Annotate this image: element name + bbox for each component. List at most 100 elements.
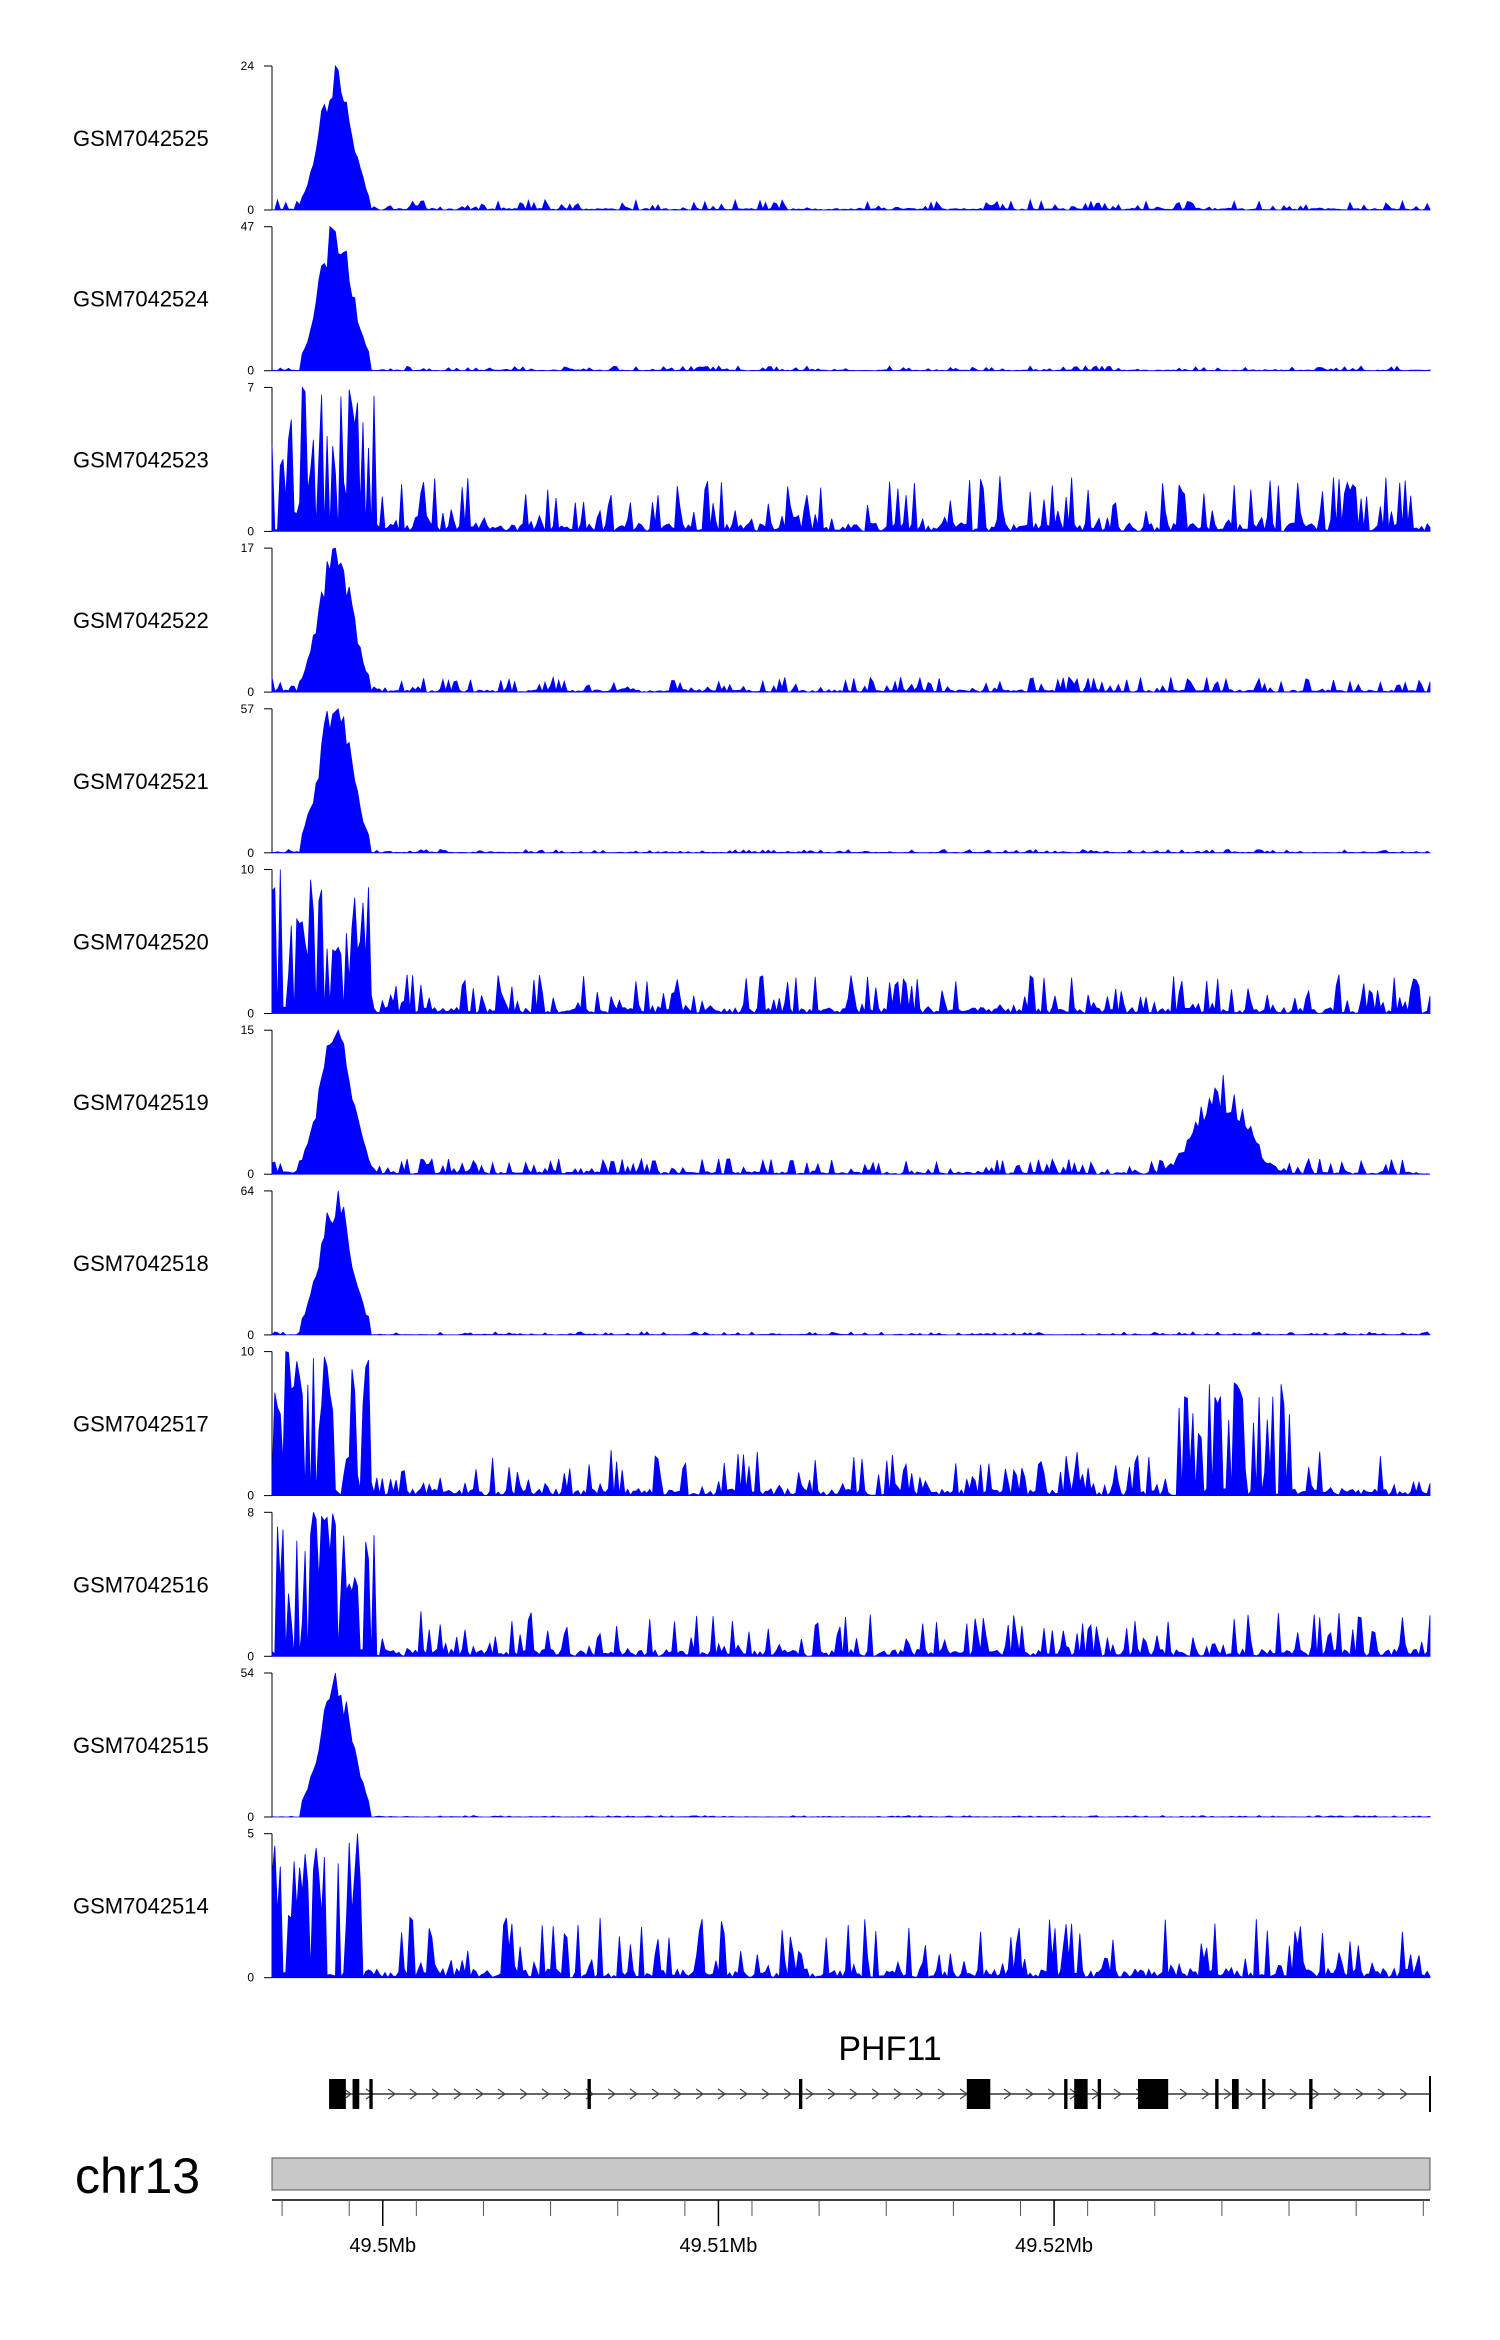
coverage-area (271, 869, 1431, 1015)
y-min-label: 0 (247, 1007, 254, 1021)
track-GSM7042517: GSM7042517 10 0 (73, 1345, 1431, 1503)
y-max-label: 10 (241, 1345, 255, 1359)
strand-arrow (1355, 2088, 1365, 2100)
y-max-label: 57 (241, 702, 255, 716)
x-tick-label: 49.52Mb (1015, 2235, 1093, 2257)
strand-arrow (739, 2088, 749, 2100)
strand-arrow (695, 2088, 705, 2100)
strand-arrow (431, 2088, 441, 2100)
track-label: GSM7042517 (73, 1412, 209, 1437)
strand-arrow (497, 2088, 507, 2100)
chromosome-track: chr13 49.5Mb 49.51Mb 49.52Mb (75, 2148, 1431, 2257)
y-max-label: 24 (241, 59, 255, 73)
y-max-label: 15 (241, 1023, 255, 1037)
track-GSM7042518: GSM7042518 64 0 (73, 1184, 1431, 1342)
exon (1074, 2079, 1088, 2109)
track-GSM7042516: GSM7042516 8 0 (73, 1505, 1431, 1663)
strand-arrow (915, 2088, 925, 2100)
exon (1309, 2079, 1313, 2109)
track-label: GSM7042515 (73, 1733, 209, 1758)
exon (1262, 2079, 1266, 2109)
gene-model-track: PHF11 (329, 2030, 1431, 2112)
track-label: GSM7042520 (73, 930, 209, 955)
strand-arrow (1047, 2088, 1057, 2100)
exon (1215, 2079, 1219, 2109)
chromosome-band (271, 2157, 1431, 2191)
y-min-label: 0 (247, 1328, 254, 1342)
strand-arrow (387, 2088, 397, 2100)
y-min-label: 0 (247, 203, 254, 217)
strand-arrow (343, 2088, 353, 2100)
exon (798, 2079, 803, 2109)
strand-arrow (783, 2088, 793, 2100)
gene-name-label: PHF11 (838, 2030, 941, 2068)
exon (329, 2079, 346, 2109)
strand-arrow (1179, 2088, 1189, 2100)
strand-arrow (541, 2088, 551, 2100)
strand-arrow (1377, 2088, 1387, 2100)
track-label: GSM7042523 (73, 447, 209, 472)
strand-arrow (717, 2088, 727, 2100)
strand-arrow (1025, 2088, 1035, 2100)
strand-arrow (563, 2088, 573, 2100)
y-max-label: 8 (247, 1505, 254, 1519)
coverage-area (271, 1512, 1431, 1658)
track-label: GSM7042521 (73, 769, 209, 794)
coverage-area (271, 1351, 1431, 1497)
track-label: GSM7042525 (73, 126, 209, 151)
track-GSM7042514: GSM7042514 5 0 (73, 1827, 1431, 1985)
y-min-label: 0 (247, 685, 254, 699)
strand-arrow (1267, 2088, 1277, 2100)
strand-arrow (937, 2088, 947, 2100)
y-min-label: 0 (247, 1167, 254, 1181)
strand-arrow (871, 2088, 881, 2100)
strand-arrow (849, 2088, 859, 2100)
track-GSM7042515: GSM7042515 54 0 (73, 1666, 1431, 1824)
track-GSM7042521: GSM7042521 57 0 (73, 702, 1431, 860)
y-min-label: 0 (247, 846, 254, 860)
coverage-area (271, 1833, 1431, 1979)
y-max-label: 10 (241, 863, 255, 877)
y-min-label: 0 (247, 364, 254, 378)
track-label: GSM7042514 (73, 1894, 209, 1919)
strand-arrow (673, 2088, 683, 2100)
strand-arrow (1245, 2088, 1255, 2100)
y-min-label: 0 (247, 1810, 254, 1824)
strand-arrow (1003, 2088, 1013, 2100)
y-max-label: 64 (241, 1184, 255, 1198)
strand-arrow (827, 2088, 837, 2100)
track-label: GSM7042519 (73, 1090, 209, 1115)
coverage-area (271, 547, 1431, 694)
y-min-label: 0 (247, 1649, 254, 1663)
strand-arrow (453, 2088, 463, 2100)
exon (352, 2079, 360, 2109)
y-min-label: 0 (247, 1489, 254, 1503)
strand-arrow (1289, 2088, 1299, 2100)
strand-arrow (1311, 2088, 1321, 2100)
exon (1231, 2079, 1239, 2109)
y-min-label: 0 (247, 1971, 254, 1985)
track-label: GSM7042522 (73, 608, 209, 633)
coverage-area (271, 1190, 1431, 1336)
track-GSM7042524: GSM7042524 47 0 (73, 220, 1431, 378)
strand-arrow (1399, 2088, 1409, 2100)
y-max-label: 7 (247, 380, 254, 394)
strand-arrow (1201, 2088, 1211, 2100)
exon (369, 2079, 373, 2109)
coverage-tracks: GSM7042525240GSM7042524470GSM704252370GS… (73, 59, 1431, 1985)
strand-arrow (365, 2088, 375, 2100)
exon (587, 2079, 591, 2109)
track-GSM7042522: GSM7042522 17 0 (73, 541, 1431, 699)
track-GSM7042519: GSM7042519 15 0 (73, 1023, 1431, 1181)
chromosome-label: chr13 (75, 2148, 200, 2204)
track-label: GSM7042516 (73, 1572, 209, 1597)
exon (1064, 2079, 1068, 2109)
x-tick-label: 49.51Mb (679, 2235, 757, 2257)
x-tick-label: 49.5Mb (349, 2235, 416, 2257)
y-max-label: 5 (247, 1827, 254, 1841)
strand-arrow (629, 2088, 639, 2100)
exon (966, 2079, 991, 2109)
y-max-label: 47 (241, 220, 255, 234)
track-GSM7042523: GSM7042523 7 0 (73, 380, 1431, 538)
